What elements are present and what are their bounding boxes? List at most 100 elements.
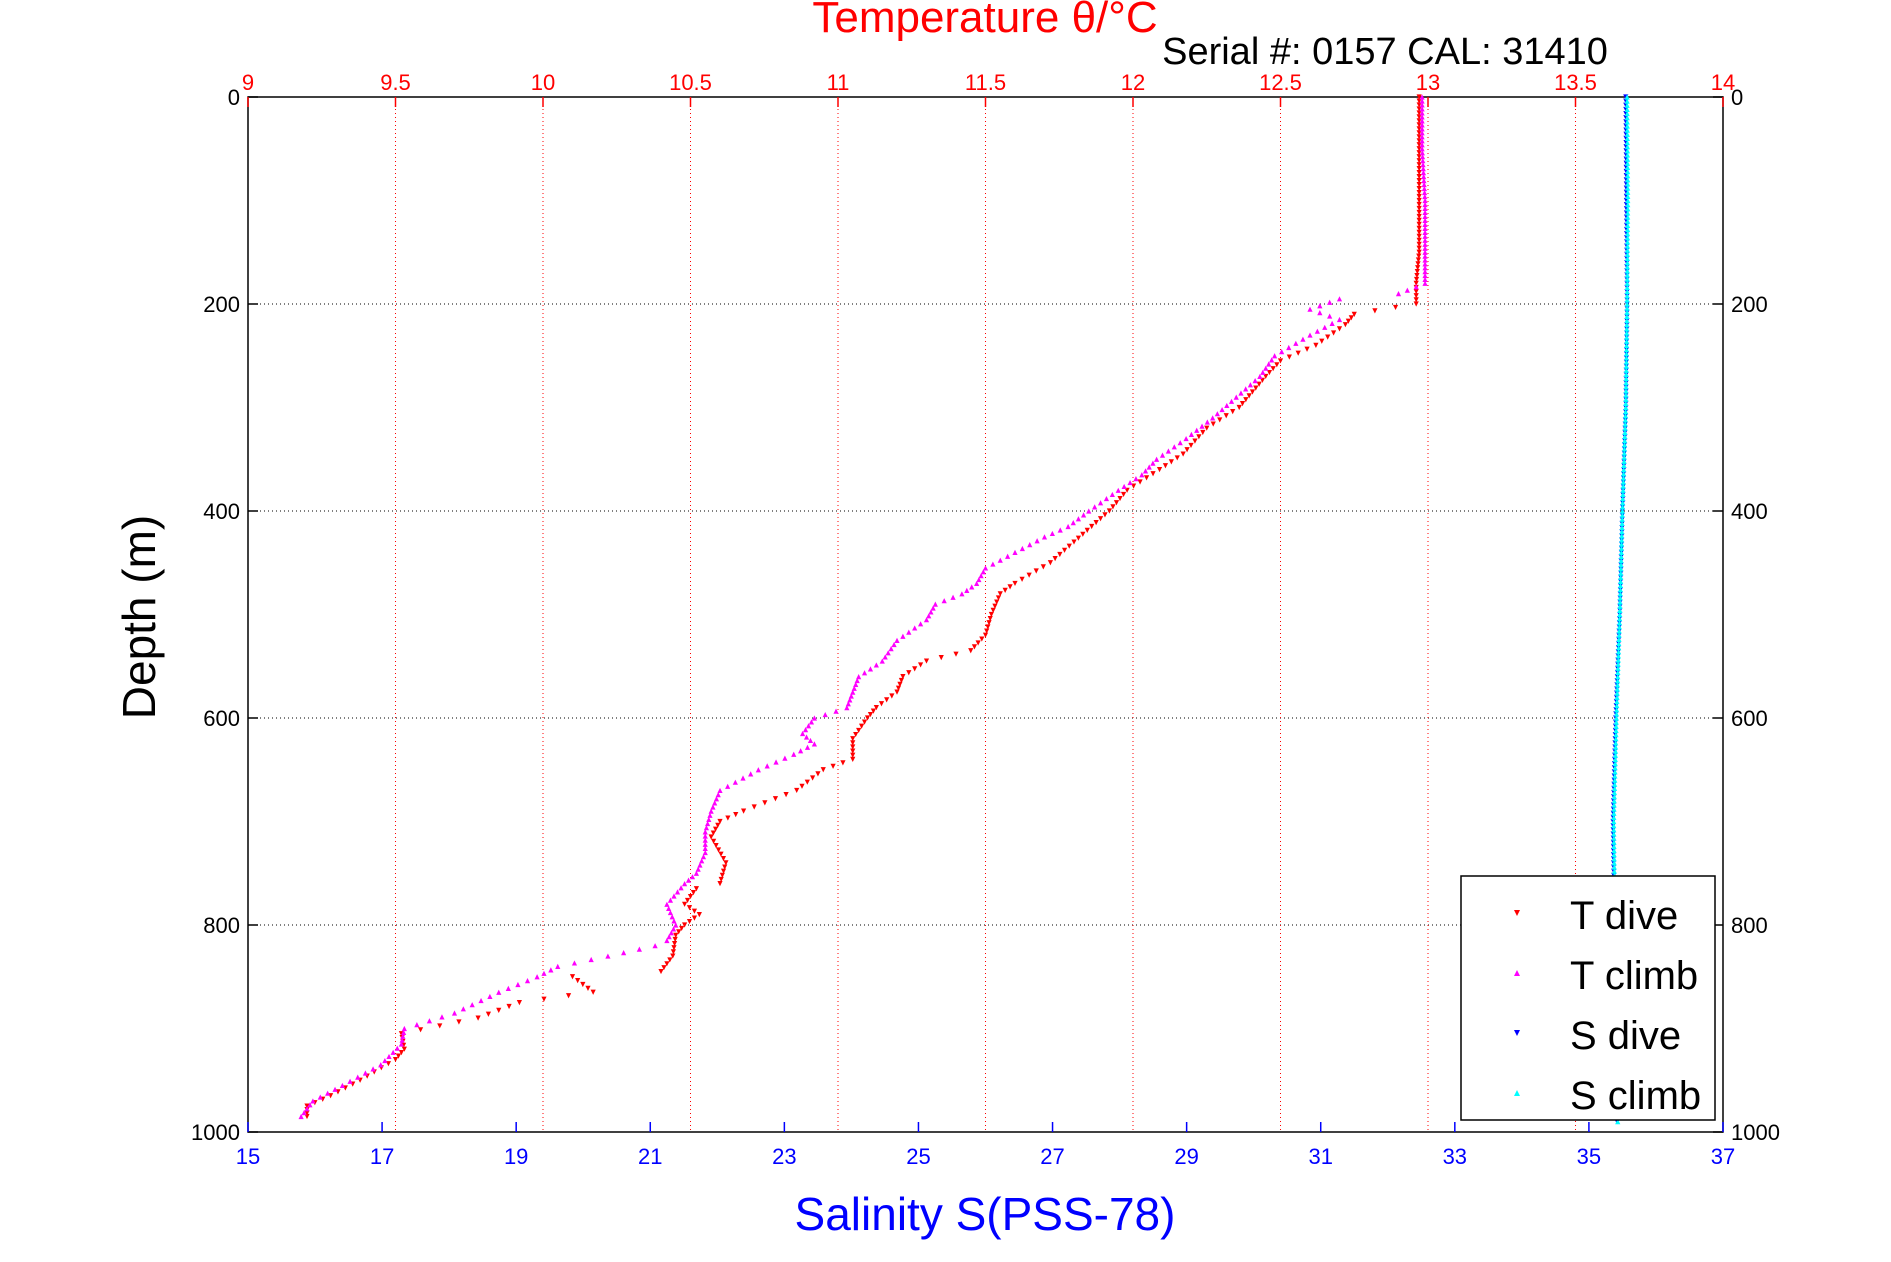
data-point — [805, 723, 812, 729]
data-point — [1416, 98, 1422, 104]
data-point — [848, 693, 854, 699]
data-point — [741, 808, 747, 814]
data-point — [1416, 162, 1422, 168]
data-point — [755, 767, 761, 773]
data-point — [930, 605, 936, 611]
salinity-tick-label: 25 — [906, 1144, 930, 1169]
data-point — [1622, 438, 1628, 444]
data-point — [1233, 394, 1239, 400]
data-point — [850, 736, 856, 742]
legend-label: T climb — [1570, 954, 1698, 998]
data-point — [1422, 253, 1428, 259]
depth-tick-label-left: 600 — [203, 706, 240, 731]
data-point — [362, 1070, 369, 1076]
data-point — [705, 820, 711, 827]
data-point — [1624, 338, 1630, 344]
data-point — [906, 629, 912, 635]
data-point — [1322, 324, 1328, 330]
data-point — [764, 763, 770, 769]
data-point — [1266, 361, 1272, 367]
data-point — [702, 837, 708, 843]
data-point — [923, 617, 930, 623]
data-point — [800, 730, 806, 737]
salinity-tick-label: 37 — [1711, 1144, 1735, 1169]
data-point — [1624, 115, 1630, 121]
data-point — [820, 767, 826, 773]
legend-box — [1460, 875, 1716, 1121]
data-point — [1617, 595, 1623, 601]
data-point — [580, 981, 586, 988]
data-point — [1622, 429, 1628, 435]
data-point — [1625, 202, 1631, 208]
data-point — [1041, 534, 1048, 540]
data-point — [382, 1057, 388, 1064]
data-point — [723, 860, 729, 866]
data-point — [1236, 404, 1242, 411]
data-point — [992, 603, 998, 609]
data-point — [1422, 193, 1428, 200]
data-point — [974, 580, 980, 587]
temperature-tick-label: 10.5 — [669, 70, 712, 95]
data-point — [1200, 429, 1206, 436]
data-point — [304, 1106, 310, 1112]
data-point — [1421, 185, 1427, 192]
data-point — [1230, 409, 1236, 415]
data-point — [1416, 102, 1422, 108]
data-point — [678, 885, 684, 891]
data-point — [938, 655, 944, 661]
data-point — [1616, 628, 1622, 634]
data-point — [1615, 653, 1622, 659]
data-point — [1623, 388, 1629, 394]
data-point — [1618, 558, 1624, 564]
temperature-tick-label: 13 — [1416, 70, 1440, 95]
data-point — [932, 601, 938, 607]
data-point — [720, 868, 727, 874]
data-point — [1416, 126, 1422, 132]
data-point — [1196, 434, 1202, 440]
salinity-tick-label: 29 — [1174, 1144, 1198, 1169]
data-point — [1057, 527, 1063, 533]
data-point — [1619, 504, 1626, 510]
data-point — [475, 1015, 481, 1021]
data-point — [1615, 669, 1621, 676]
data-point — [1615, 649, 1622, 655]
data-point — [997, 591, 1003, 597]
legend-marker — [1514, 1030, 1520, 1036]
data-point — [565, 993, 572, 999]
data-point — [1269, 357, 1275, 363]
data-point — [684, 897, 691, 904]
data-point — [898, 677, 905, 684]
data-point — [1416, 193, 1422, 200]
data-point — [1419, 94, 1425, 100]
data-point — [717, 787, 723, 794]
salinity-tick-label: 17 — [370, 1144, 394, 1169]
data-point — [850, 748, 856, 754]
data-point — [1416, 158, 1422, 164]
data-point — [1219, 406, 1225, 413]
data-point — [664, 901, 670, 907]
depth-tick-label-left: 800 — [203, 913, 240, 938]
data-point — [682, 922, 688, 928]
data-point — [1625, 210, 1631, 216]
data-point — [401, 1029, 407, 1035]
data-point — [1422, 265, 1428, 271]
data-point — [332, 1086, 338, 1092]
data-point — [605, 953, 611, 959]
data-point — [667, 897, 674, 903]
depth-tick-label-left: 400 — [203, 499, 240, 524]
data-point — [590, 989, 596, 995]
data-point — [978, 573, 984, 579]
data-point — [621, 950, 627, 956]
data-point — [722, 864, 728, 870]
data-point — [1204, 425, 1210, 431]
data-point — [1623, 384, 1629, 390]
temperature-tick-label: 14 — [1711, 70, 1735, 95]
data-point — [912, 625, 918, 631]
data-point — [1611, 814, 1617, 820]
data-point — [906, 670, 912, 676]
data-point — [1210, 421, 1216, 427]
data-point — [370, 1066, 376, 1072]
data-point — [1615, 674, 1621, 680]
data-point — [715, 847, 722, 853]
data-point — [1416, 253, 1422, 259]
